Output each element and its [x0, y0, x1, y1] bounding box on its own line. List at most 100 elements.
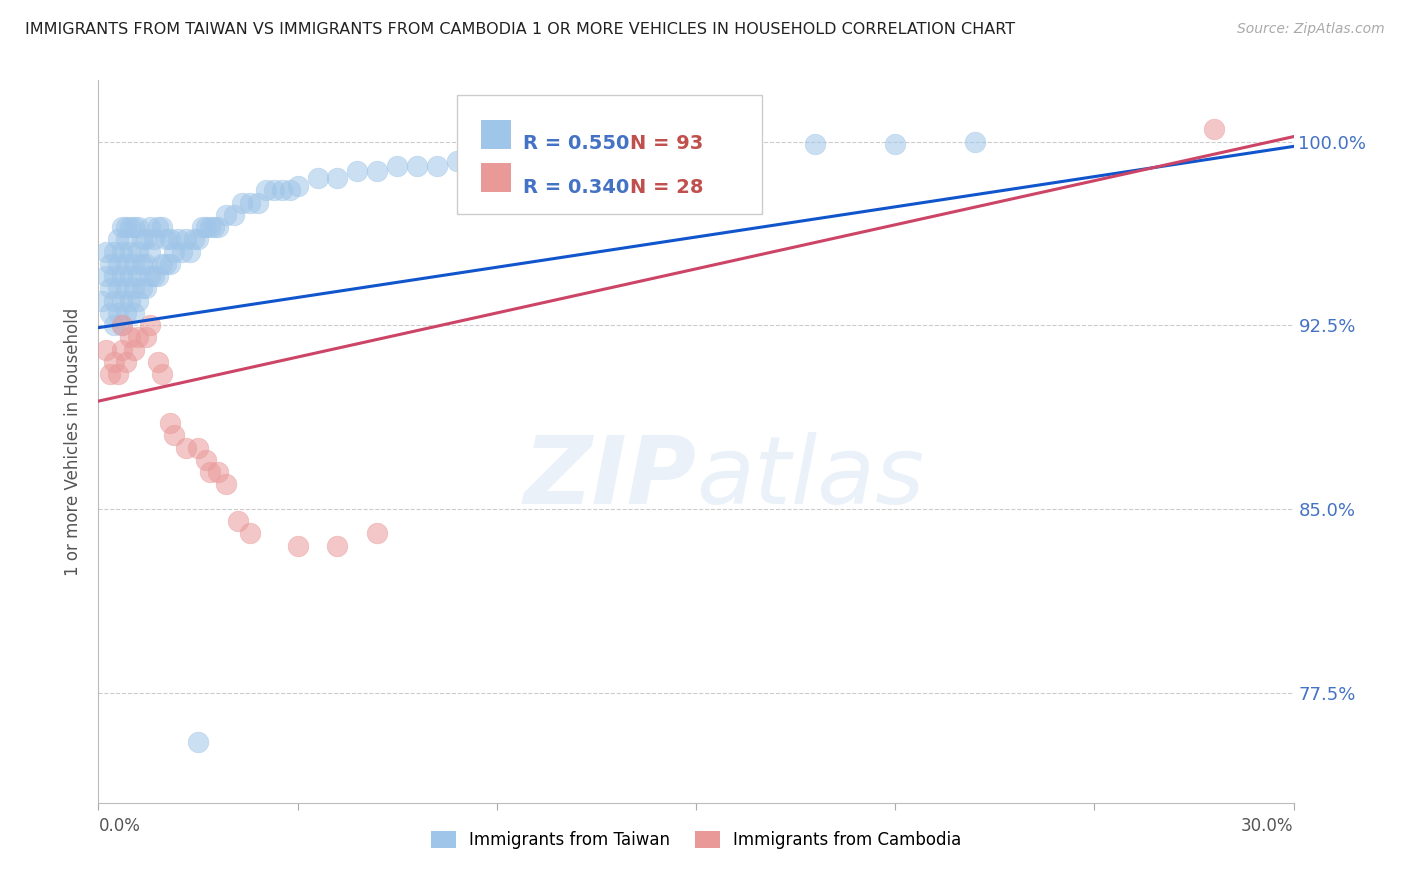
Point [111, 244, 134, 259]
Point [198, 465, 221, 479]
Point [135, 281, 157, 295]
Point [163, 428, 186, 442]
Point [565, 146, 588, 161]
Point [139, 318, 162, 333]
Point [103, 318, 125, 333]
Point [111, 269, 134, 284]
Text: 0.0%: 0.0% [98, 817, 141, 836]
Point [107, 257, 129, 271]
Point [172, 244, 194, 259]
Point [1202, 122, 1225, 136]
Point [124, 257, 146, 271]
Point [135, 330, 157, 344]
Point [239, 195, 262, 210]
Point [246, 195, 269, 210]
Y-axis label: 1 or more Vehicles in Household: 1 or more Vehicles in Household [65, 308, 83, 575]
Point [98, 257, 122, 271]
Text: N = 28: N = 28 [630, 178, 704, 197]
FancyBboxPatch shape [481, 163, 510, 193]
Point [111, 318, 134, 333]
Text: ZIP: ZIP [523, 432, 696, 524]
Legend: Immigrants from Taiwan, Immigrants from Cambodia: Immigrants from Taiwan, Immigrants from … [423, 824, 969, 856]
Text: R = 0.340: R = 0.340 [523, 178, 628, 197]
FancyBboxPatch shape [457, 95, 762, 214]
Point [287, 539, 309, 553]
Point [139, 220, 162, 235]
Point [254, 184, 277, 198]
Point [167, 232, 190, 246]
Point [198, 220, 221, 235]
Point [124, 220, 146, 235]
Point [103, 269, 125, 284]
Point [884, 136, 907, 151]
Point [207, 465, 229, 479]
Point [115, 232, 138, 246]
Point [231, 195, 253, 210]
Point [183, 232, 205, 246]
Point [159, 232, 181, 246]
Point [107, 232, 129, 246]
Point [215, 208, 238, 222]
Point [366, 526, 388, 541]
Point [159, 416, 181, 430]
Point [120, 269, 142, 284]
Point [222, 208, 245, 222]
Text: R = 0.550: R = 0.550 [523, 135, 628, 153]
Point [202, 220, 225, 235]
Point [159, 257, 181, 271]
Point [115, 306, 138, 320]
Point [120, 293, 142, 308]
Point [148, 220, 170, 235]
Point [207, 220, 229, 235]
Point [446, 154, 468, 169]
Point [287, 178, 309, 193]
Point [685, 139, 707, 153]
Point [155, 232, 177, 246]
Point [120, 220, 142, 235]
Point [111, 318, 134, 333]
Point [191, 220, 214, 235]
Point [107, 367, 129, 381]
Point [111, 293, 134, 308]
Point [239, 526, 262, 541]
Point [127, 293, 149, 308]
Point [174, 232, 197, 246]
Point [155, 257, 177, 271]
Point [150, 367, 173, 381]
Text: 30.0%: 30.0% [1241, 817, 1294, 836]
Point [187, 441, 209, 455]
Point [127, 269, 149, 284]
Point [148, 269, 170, 284]
Point [131, 281, 153, 295]
Point [307, 171, 329, 186]
Point [135, 232, 157, 246]
Point [139, 269, 162, 284]
Point [804, 136, 827, 151]
Point [111, 343, 134, 357]
Point [96, 343, 118, 357]
Point [485, 152, 508, 166]
Point [91, 293, 114, 308]
Point [120, 244, 142, 259]
Point [103, 244, 125, 259]
Point [120, 330, 142, 344]
Point [131, 257, 153, 271]
Point [107, 306, 129, 320]
Point [526, 146, 548, 161]
Point [278, 184, 301, 198]
Point [346, 164, 368, 178]
Point [270, 184, 292, 198]
Point [98, 367, 122, 381]
Point [98, 306, 122, 320]
Point [96, 269, 118, 284]
Point [131, 232, 153, 246]
Point [148, 355, 170, 369]
FancyBboxPatch shape [481, 120, 510, 149]
Point [385, 159, 409, 173]
Point [143, 269, 166, 284]
Text: IMMIGRANTS FROM TAIWAN VS IMMIGRANTS FROM CAMBODIA 1 OR MORE VEHICLES IN HOUSEHO: IMMIGRANTS FROM TAIWAN VS IMMIGRANTS FRO… [25, 22, 1015, 37]
Point [124, 306, 146, 320]
Point [127, 330, 149, 344]
Point [107, 281, 129, 295]
Point [215, 477, 238, 491]
